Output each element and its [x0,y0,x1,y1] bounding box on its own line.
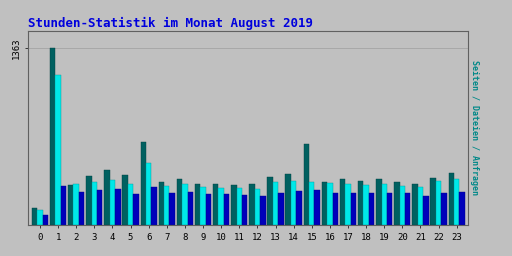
Bar [68,185,73,225]
Bar [152,187,157,225]
Bar [213,184,219,225]
Bar [387,193,392,225]
Bar [140,142,146,225]
Bar [182,184,187,225]
Y-axis label: Seiten / Dateien / Anfragen: Seiten / Dateien / Anfragen [470,60,479,196]
Bar [260,196,266,225]
Bar [237,188,242,225]
Bar [187,192,193,225]
Bar [37,210,42,225]
Bar [224,194,229,225]
Bar [273,183,278,225]
Bar [206,194,211,225]
Bar [128,184,133,225]
Bar [405,193,411,225]
Bar [169,193,175,225]
Bar [164,186,169,225]
Bar [61,186,66,225]
Bar [200,187,206,225]
Bar [309,183,314,225]
Bar [286,174,291,225]
Bar [454,179,459,225]
Bar [322,182,327,225]
Bar [381,184,387,225]
Bar [32,208,37,225]
Bar [133,194,139,225]
Bar [327,183,333,225]
Bar [358,180,364,225]
Bar [436,181,441,225]
Bar [351,193,356,225]
Bar [42,215,48,225]
Bar [449,173,454,225]
Bar [195,184,200,225]
Bar [159,182,164,225]
Bar [110,180,115,225]
Bar [278,193,284,225]
Bar [304,144,309,225]
Bar [146,163,152,225]
Bar [55,75,61,225]
Bar [86,176,92,225]
Bar [296,191,302,225]
Bar [50,48,55,225]
Bar [376,179,381,225]
Bar [122,175,128,225]
Bar [340,179,345,225]
Bar [291,180,296,225]
Bar [219,188,224,225]
Bar [394,182,400,225]
Bar [441,193,447,225]
Bar [92,183,97,225]
Bar [177,179,182,225]
Bar [369,193,374,225]
Bar [115,189,120,225]
Bar [97,190,102,225]
Bar [314,190,320,225]
Bar [73,184,79,225]
Bar [231,185,237,225]
Bar [345,184,351,225]
Bar [459,192,465,225]
Bar [364,185,369,225]
Bar [423,196,429,225]
Text: Stunden-Statistik im Monat August 2019: Stunden-Statistik im Monat August 2019 [28,16,313,29]
Bar [412,184,418,225]
Bar [249,184,254,225]
Bar [79,192,84,225]
Bar [431,178,436,225]
Bar [104,169,110,225]
Bar [400,186,405,225]
Bar [418,187,423,225]
Bar [333,193,338,225]
Bar [267,177,273,225]
Bar [242,195,247,225]
Bar [254,189,260,225]
